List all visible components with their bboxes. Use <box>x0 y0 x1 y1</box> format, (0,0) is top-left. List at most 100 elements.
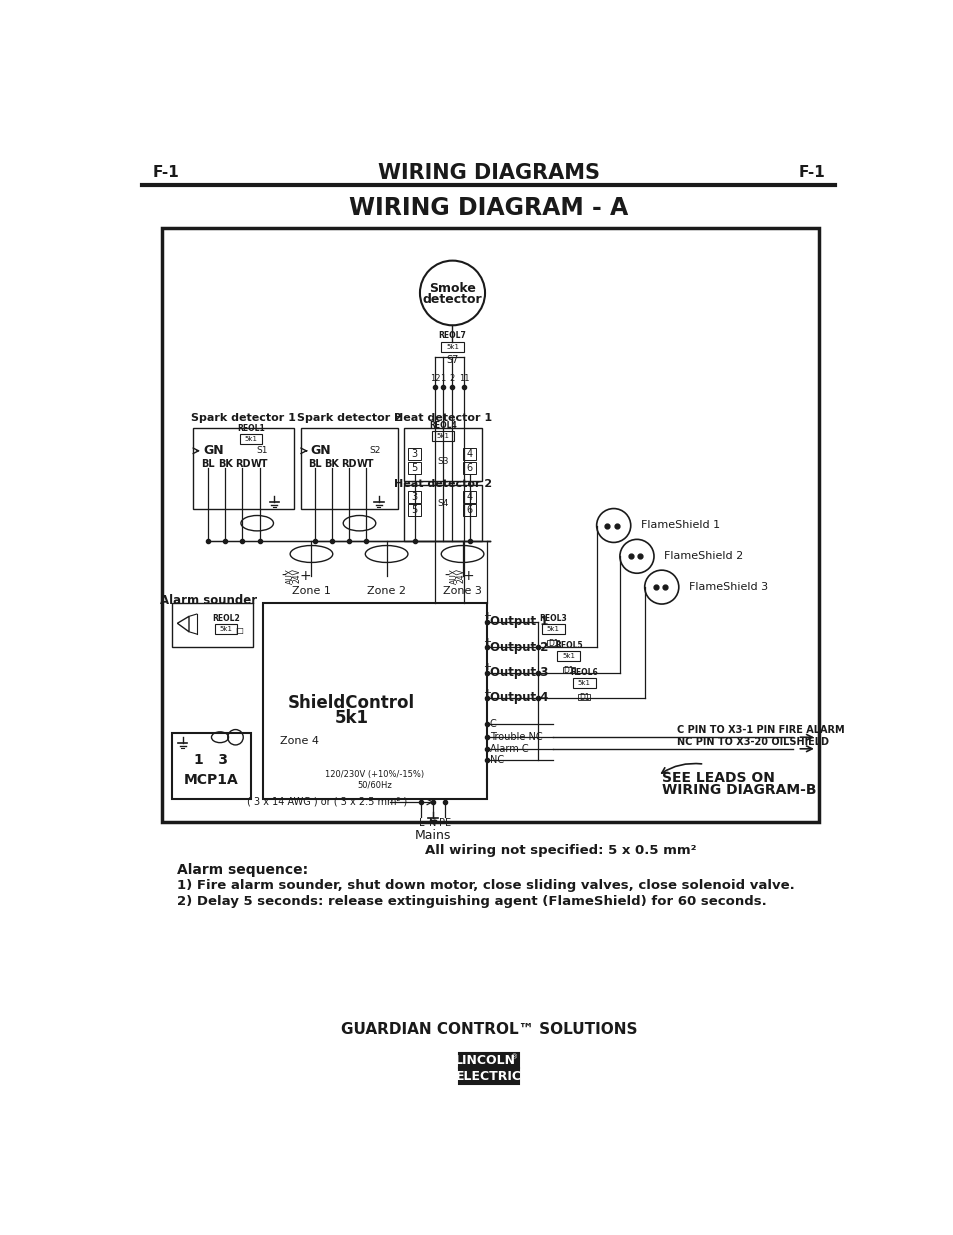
Text: PE: PE <box>438 819 451 829</box>
Text: REOL3: REOL3 <box>538 614 566 622</box>
Text: □: □ <box>235 626 243 636</box>
Bar <box>458 1053 518 1068</box>
Text: +: + <box>299 568 311 583</box>
Bar <box>432 431 454 441</box>
Text: F-1: F-1 <box>798 165 824 180</box>
Text: -: - <box>484 645 488 655</box>
Text: FlameShield 3: FlameShield 3 <box>688 582 767 592</box>
Text: 120/230V (+10%/-15%)
50/60Hz: 120/230V (+10%/-15%) 50/60Hz <box>325 769 424 789</box>
Text: D1: D1 <box>563 667 574 676</box>
Text: REOL1: REOL1 <box>237 424 265 432</box>
Text: Heat detector 1: Heat detector 1 <box>394 414 492 424</box>
Text: Mains: Mains <box>415 829 451 841</box>
Bar <box>546 640 558 646</box>
Bar <box>578 694 590 700</box>
Text: L: L <box>418 819 424 829</box>
Text: Zone 4: Zone 4 <box>280 736 319 746</box>
Text: 5k1: 5k1 <box>561 653 575 659</box>
Text: Zone 1: Zone 1 <box>292 585 331 597</box>
Text: REOL6: REOL6 <box>570 668 598 677</box>
Text: 5: 5 <box>411 463 417 473</box>
Text: SEE LEADS ON: SEE LEADS ON <box>661 771 774 785</box>
Text: F-1: F-1 <box>152 165 179 180</box>
Text: 3: 3 <box>411 448 417 459</box>
Text: S3: S3 <box>437 457 449 466</box>
Text: ShieldControl: ShieldControl <box>288 694 415 711</box>
Text: 5k1: 5k1 <box>219 626 233 632</box>
Text: REOL7: REOL7 <box>438 331 466 341</box>
Text: 1: 1 <box>440 374 445 383</box>
Text: 24V: 24V <box>293 568 302 583</box>
Text: Output 2: Output 2 <box>489 641 548 653</box>
Text: S7: S7 <box>446 354 458 366</box>
Text: MCP1A: MCP1A <box>184 773 238 787</box>
Bar <box>572 678 596 688</box>
Bar <box>463 448 476 461</box>
Text: Output 4: Output 4 <box>489 692 548 704</box>
Text: Alarm sequence:: Alarm sequence: <box>177 863 308 877</box>
Bar <box>215 625 236 635</box>
Text: +: + <box>482 611 490 621</box>
Text: +: + <box>482 688 490 698</box>
Bar <box>172 603 253 647</box>
Text: FlameShield 1: FlameShield 1 <box>640 520 720 531</box>
Text: REOL2: REOL2 <box>213 614 240 622</box>
Text: C: C <box>489 719 496 729</box>
Bar <box>193 427 294 509</box>
Bar <box>162 227 819 823</box>
Text: NC: NC <box>489 756 503 766</box>
Text: 5: 5 <box>411 505 417 515</box>
Text: NC PIN TO X3-20 OILSHIELD: NC PIN TO X3-20 OILSHIELD <box>677 737 828 747</box>
Text: +: + <box>482 637 490 647</box>
Text: Heat detector 2: Heat detector 2 <box>394 479 492 489</box>
Text: Smoke: Smoke <box>429 282 476 295</box>
Text: BL: BL <box>308 459 321 469</box>
Text: -: - <box>444 568 449 583</box>
Bar <box>541 625 564 635</box>
Text: FlameShield 2: FlameShield 2 <box>663 551 742 561</box>
Text: AUX: AUX <box>286 568 294 584</box>
Text: 2) Delay 5 seconds: release extinguishing agent (FlameShield) for 60 seconds.: 2) Delay 5 seconds: release extinguishin… <box>177 895 766 908</box>
Text: 24V: 24V <box>456 568 465 583</box>
Text: REOL5: REOL5 <box>555 641 582 650</box>
Text: RD: RD <box>234 459 250 469</box>
Text: WT: WT <box>356 459 375 469</box>
Text: 4: 4 <box>466 448 472 459</box>
Text: All wiring not specified: 5 x 0.5 mm²: All wiring not specified: 5 x 0.5 mm² <box>425 844 696 857</box>
Text: Zone 2: Zone 2 <box>367 585 406 597</box>
Text: +: + <box>462 568 474 583</box>
Bar <box>301 427 397 509</box>
Text: GN: GN <box>311 445 331 457</box>
Text: N: N <box>429 819 436 829</box>
Text: GN: GN <box>203 445 223 457</box>
Bar <box>408 462 420 474</box>
Bar <box>557 651 579 662</box>
Text: S1: S1 <box>256 446 268 456</box>
Text: 5k1: 5k1 <box>578 680 590 687</box>
Bar <box>404 485 481 541</box>
Text: +: + <box>482 662 490 672</box>
Bar <box>408 490 420 503</box>
Text: BK: BK <box>217 459 233 469</box>
Text: 5k1: 5k1 <box>244 436 257 442</box>
Text: Spark detector 1: Spark detector 1 <box>191 414 295 424</box>
Text: detector: detector <box>422 293 482 305</box>
Text: -: - <box>484 619 488 629</box>
Bar <box>408 448 420 461</box>
Text: D1: D1 <box>578 693 589 703</box>
Bar <box>172 734 251 799</box>
Bar <box>562 667 575 673</box>
Bar <box>463 504 476 516</box>
Text: 3: 3 <box>411 492 417 501</box>
Text: WT: WT <box>251 459 268 469</box>
Text: Output 1: Output 1 <box>489 615 548 629</box>
Bar <box>463 462 476 474</box>
Text: RD: RD <box>340 459 356 469</box>
Bar <box>262 603 487 799</box>
Text: ELECTRIC: ELECTRIC <box>456 1070 521 1083</box>
Text: LINCOLN: LINCOLN <box>455 1055 516 1067</box>
Text: Spark detector 2: Spark detector 2 <box>297 414 402 424</box>
Text: WIRING DIAGRAM - A: WIRING DIAGRAM - A <box>349 196 628 220</box>
Text: Alarm sounder: Alarm sounder <box>160 594 256 608</box>
Text: D1: D1 <box>547 640 558 648</box>
